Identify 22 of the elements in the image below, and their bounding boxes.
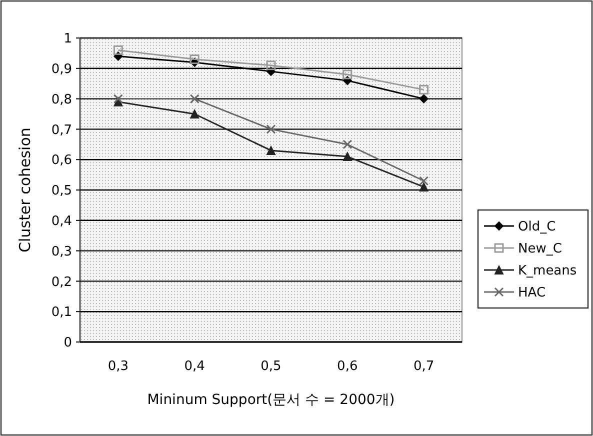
y-tick-label: 0,1 — [51, 305, 72, 320]
y-tick-label: 0 — [64, 336, 72, 351]
legend-label: HAC — [518, 286, 546, 301]
x-tick-label: 0,7 — [413, 359, 434, 374]
x-axis-title: Mininum Support(문서 수 = 2000개) — [147, 392, 395, 408]
y-tick-label: 0,7 — [51, 122, 72, 138]
legend-label: New_C — [518, 242, 562, 257]
legend-label: Old_C — [518, 220, 556, 235]
y-tick-label: 0,8 — [51, 92, 72, 108]
y-tick-label: 0,2 — [51, 274, 72, 290]
y-tick-label: 0,4 — [51, 214, 72, 229]
x-tick-label: 0,6 — [337, 359, 358, 374]
y-tick-label: 0,6 — [51, 153, 72, 168]
y-tick-label: 0,3 — [51, 244, 72, 260]
x-tick-label: 0,4 — [184, 359, 205, 374]
x-tick-label: 0,3 — [108, 359, 129, 374]
x-tick-label: 0,5 — [260, 359, 282, 374]
y-axis-title: Cluster cohesion — [16, 128, 34, 252]
y-tick-label: 0,5 — [51, 184, 72, 199]
y-tick-label: 0,9 — [51, 62, 72, 77]
y-tick-label: 1 — [64, 32, 72, 47]
legend-label: K_means — [518, 264, 577, 279]
